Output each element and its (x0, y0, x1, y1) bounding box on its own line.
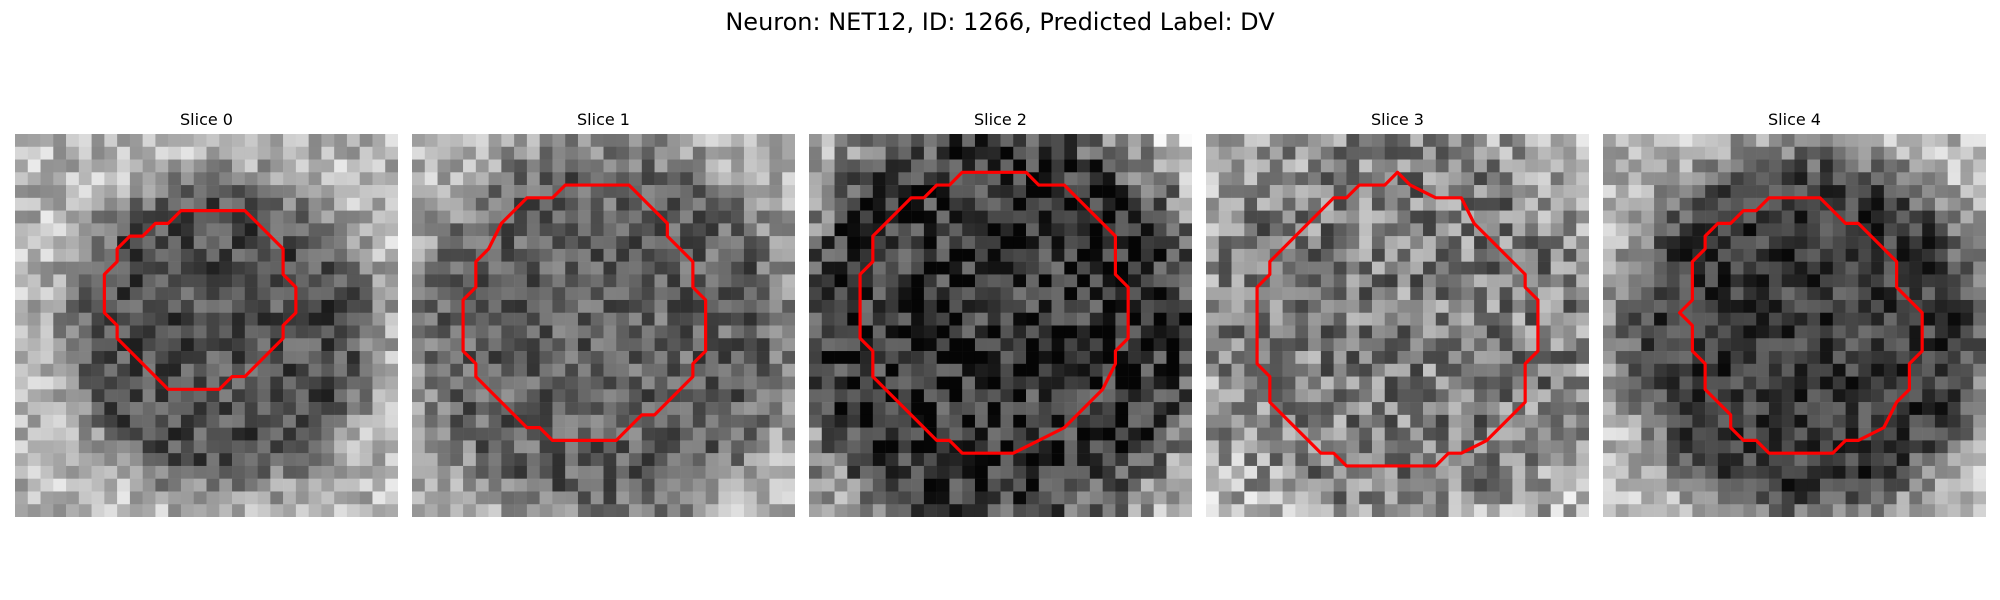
slice-image-3 (1206, 134, 1589, 517)
slice-title-1: Slice 1 (577, 110, 630, 129)
roi-outline-4 (1678, 196, 1924, 455)
slice-image-2 (809, 134, 1192, 517)
slice-title-0: Slice 0 (180, 110, 233, 129)
figure-title: Neuron: NET12, ID: 1266, Predicted Label… (725, 8, 1275, 36)
slice-image-1 (412, 134, 795, 517)
slice-title-3: Slice 3 (1371, 110, 1424, 129)
slice-image-4 (1603, 134, 1986, 517)
roi-outline-1 (461, 183, 708, 442)
slice-title-2: Slice 2 (974, 110, 1027, 129)
roi-outline-0 (102, 209, 298, 391)
roi-outline-3 (1255, 170, 1540, 468)
roi-outline-2 (858, 170, 1130, 455)
slice-title-4: Slice 4 (1768, 110, 1821, 129)
slice-image-0 (15, 134, 398, 517)
